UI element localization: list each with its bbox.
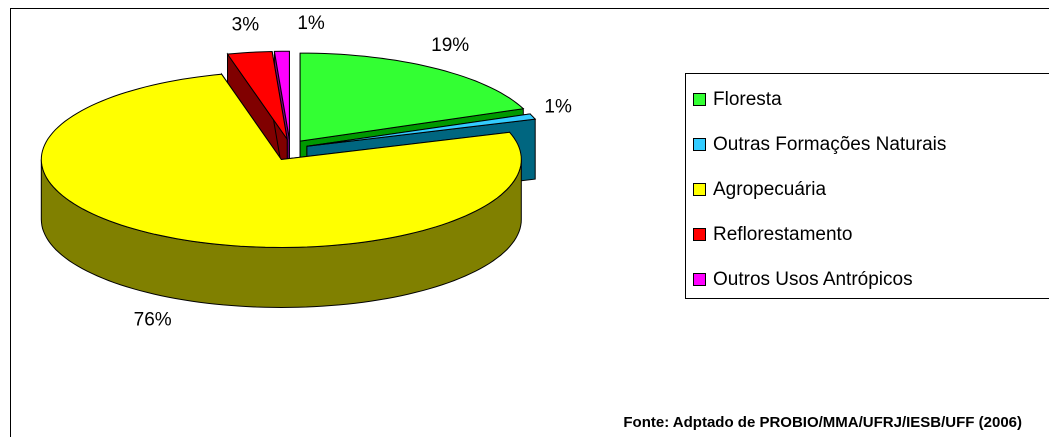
legend-label: Reflorestamento xyxy=(713,224,852,245)
legend-swatch xyxy=(694,94,706,106)
data-label: 76% xyxy=(134,309,172,330)
data-label: 3% xyxy=(232,15,260,36)
legend-swatch xyxy=(694,229,706,241)
data-label: 1% xyxy=(297,13,325,34)
legend-swatch xyxy=(694,274,706,286)
legend-label: Floresta xyxy=(713,89,782,110)
data-label: 19% xyxy=(431,35,469,56)
legend-swatch xyxy=(694,139,706,151)
legend-label: Agropecuária xyxy=(713,179,826,200)
legend-swatch xyxy=(694,184,706,196)
legend-label: Outros Usos Antrópicos xyxy=(713,269,913,290)
legend-label: Outras Formações Naturais xyxy=(713,134,946,155)
source-note: Fonte: Adptado de PROBIO/MMA/UFRJ/IESB/U… xyxy=(623,414,1022,431)
data-label: 1% xyxy=(544,96,572,117)
